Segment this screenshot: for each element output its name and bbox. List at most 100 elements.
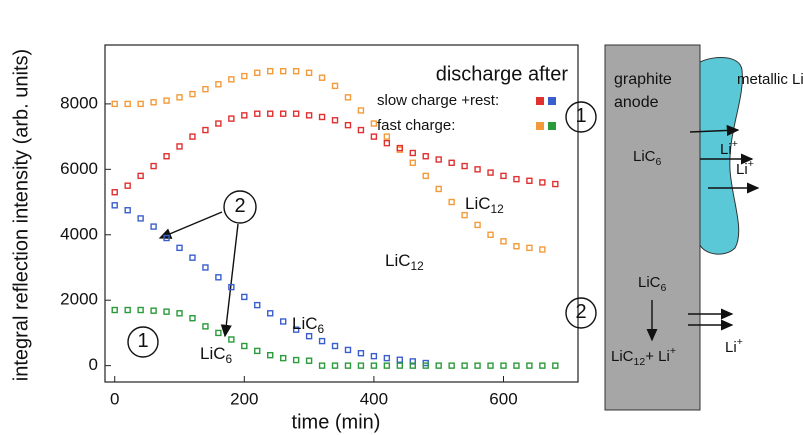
- data-point: [435, 362, 442, 369]
- legend-swatch: [548, 122, 556, 130]
- data-point: [409, 149, 416, 157]
- data-point: [189, 314, 196, 322]
- y-tick-label: 8000: [60, 93, 98, 112]
- text-part: LiC: [385, 251, 411, 270]
- data-point: [279, 318, 287, 325]
- subscript: 6: [226, 352, 233, 366]
- callout-circle: [565, 297, 597, 329]
- data-point: [331, 117, 339, 124]
- callout-circle: [565, 101, 597, 133]
- data-point: [539, 179, 546, 186]
- diagram-label: Li+: [736, 158, 754, 178]
- data-point: [189, 133, 196, 140]
- data-point: [526, 362, 533, 369]
- data-point: [305, 357, 313, 364]
- data-point: [292, 110, 300, 117]
- text-part: anode: [614, 94, 659, 111]
- data-point: [409, 159, 416, 166]
- data-point: [150, 99, 157, 106]
- data-point: [435, 156, 442, 163]
- x-tick-label: 600: [489, 389, 517, 408]
- data-point: [370, 133, 378, 140]
- diagram-label: LiC12+ Li+: [611, 345, 676, 368]
- data-point: [552, 180, 559, 188]
- data-point: [137, 100, 144, 108]
- data-point: [267, 351, 274, 359]
- data-point: [305, 112, 313, 119]
- data-point: [357, 107, 365, 114]
- data-point: [513, 175, 520, 183]
- data-point: [305, 332, 313, 340]
- data-point: [228, 336, 235, 343]
- data-point: [500, 362, 507, 369]
- data-point: [215, 329, 222, 337]
- legend-swatch: [536, 122, 544, 130]
- text-part: + Li: [645, 348, 670, 365]
- data-point: [254, 347, 261, 355]
- data-point: [137, 172, 144, 180]
- data-point: [318, 74, 326, 81]
- data-point: [150, 223, 157, 230]
- data-point: [383, 133, 391, 140]
- text-part: 1: [137, 330, 148, 352]
- data-point: [370, 362, 378, 369]
- annotation: 1: [137, 330, 148, 352]
- data-point: [331, 342, 339, 350]
- data-point: [487, 362, 494, 369]
- data-point: [228, 76, 235, 83]
- superscript: +: [737, 336, 743, 348]
- data-point: [539, 362, 546, 369]
- data-point: [215, 81, 222, 88]
- data-point: [137, 306, 144, 314]
- text-part: metallic Li: [737, 71, 803, 88]
- data-point: [111, 100, 118, 108]
- arrow: [220, 223, 239, 338]
- subscript: 6: [656, 156, 662, 168]
- subscript: 12: [411, 259, 425, 273]
- subscript: 6: [318, 322, 325, 336]
- data-point: [318, 337, 326, 345]
- data-point: [292, 67, 300, 75]
- legend-title: discharge after: [436, 63, 569, 85]
- data-point: [383, 139, 391, 147]
- data-point: [279, 354, 287, 362]
- text-part: Li: [720, 141, 732, 158]
- legend-swatch: [548, 97, 556, 105]
- data-point: [474, 166, 481, 173]
- diagram-label: Li+: [725, 336, 743, 356]
- data-point: [526, 244, 533, 252]
- data-point: [163, 234, 170, 242]
- data-point: [370, 352, 378, 360]
- plot-frame: [104, 44, 579, 383]
- text-part: 2: [575, 301, 586, 323]
- data-point: [396, 144, 404, 152]
- arrow: [158, 211, 223, 239]
- data-point: [111, 306, 118, 314]
- y-tick-label: 0: [89, 355, 98, 374]
- data-point: [202, 126, 209, 134]
- y-tick-label: 4000: [60, 224, 98, 243]
- data-point: [124, 306, 131, 314]
- data-point: [383, 354, 391, 362]
- data-point: [241, 112, 248, 119]
- y-axis-label: integral reflection intensity (arb. unit…: [10, 49, 32, 381]
- data-point: [331, 362, 339, 369]
- legend-swatch: [536, 97, 544, 105]
- diagram-label: 1: [575, 105, 586, 127]
- data-point: [163, 153, 170, 160]
- data-point: [422, 172, 429, 180]
- data-point: [513, 243, 520, 250]
- annotation: 2: [234, 195, 245, 217]
- data-point: [448, 362, 455, 369]
- diagram-label: LiC6: [638, 274, 667, 294]
- data-point: [513, 362, 520, 369]
- data-point: [383, 362, 391, 369]
- data-point: [124, 207, 131, 214]
- y-tick-label: 2000: [60, 290, 98, 309]
- data-point: [150, 162, 157, 170]
- callout-circle: [223, 190, 257, 224]
- data-point: [539, 246, 546, 253]
- data-point: [267, 110, 274, 117]
- text-part: LiC: [292, 314, 318, 333]
- data-point: [396, 362, 404, 369]
